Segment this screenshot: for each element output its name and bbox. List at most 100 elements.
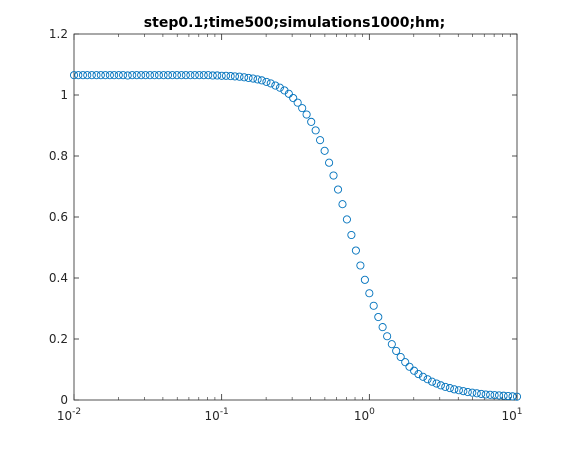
- data-point: [436, 381, 445, 390]
- axes: 00.20.40.60.811.210-2 10-1 100 101: [49, 27, 523, 423]
- data-point: [414, 370, 423, 379]
- data-point: [132, 71, 141, 80]
- data-point: [154, 71, 163, 80]
- data-point: [83, 71, 92, 80]
- x-tick-label: 100: [354, 407, 375, 423]
- data-point: [172, 71, 182, 80]
- data-point: [392, 346, 401, 355]
- data-point: [472, 389, 481, 398]
- data-point: [418, 372, 428, 381]
- plot-area: [74, 34, 517, 400]
- data-point: [289, 94, 298, 103]
- data-point: [298, 104, 307, 113]
- data-point: [504, 391, 513, 401]
- data-point: [74, 71, 83, 80]
- x-tick-label: 101: [501, 407, 522, 423]
- data-point: [374, 312, 383, 322]
- data-point: [217, 71, 226, 80]
- x-tick-base: 10: [501, 409, 516, 423]
- y-tick-label: 0.6: [49, 210, 68, 224]
- data-point: [445, 384, 454, 393]
- data-point: [293, 98, 302, 107]
- data-point: [190, 71, 199, 80]
- data-point: [240, 73, 249, 82]
- data-point: [114, 71, 123, 80]
- data-point: [490, 391, 499, 400]
- data-point: [271, 81, 280, 90]
- data-point: [275, 83, 284, 92]
- data-point: [486, 390, 495, 399]
- x-tick-exponent: 0: [369, 407, 375, 417]
- data-point: [248, 74, 258, 83]
- data-point: [101, 71, 110, 80]
- data-point: [266, 79, 275, 88]
- data-point: [495, 391, 504, 400]
- data-points: [69, 71, 522, 401]
- data-point: [195, 71, 204, 80]
- data-point: [360, 275, 369, 284]
- y-tick-label: 0.8: [49, 149, 68, 163]
- data-point: [145, 71, 155, 80]
- data-point: [454, 386, 463, 395]
- data-point: [78, 71, 88, 80]
- data-point: [396, 352, 405, 362]
- data-point: [230, 72, 239, 81]
- data-point: [96, 71, 105, 80]
- data-point: [307, 117, 316, 126]
- data-point: [463, 388, 472, 397]
- data-point: [320, 146, 329, 155]
- data-point: [347, 230, 356, 240]
- x-tick-exponent: -2: [72, 407, 81, 417]
- data-point: [226, 72, 235, 81]
- data-point: [159, 71, 168, 80]
- data-point: [311, 126, 320, 135]
- x-tick-base: 10: [205, 409, 220, 423]
- data-point: [512, 392, 522, 401]
- x-tick-label: 10-1: [205, 407, 229, 423]
- data-point: [450, 385, 459, 394]
- y-tick-label: 1: [60, 88, 68, 102]
- data-point: [423, 375, 432, 384]
- x-tick-exponent: -1: [220, 407, 229, 417]
- data-point: [181, 71, 190, 80]
- data-point: [105, 71, 114, 80]
- data-point: [186, 71, 195, 80]
- data-point: [338, 200, 347, 209]
- chart-title: step0.1;time500;simulations1000;hm;: [144, 15, 445, 31]
- data-point: [69, 71, 79, 80]
- data-point: [428, 377, 437, 386]
- data-point: [405, 362, 414, 371]
- data-point: [257, 76, 266, 85]
- data-point: [128, 71, 137, 80]
- data-point: [119, 71, 128, 80]
- data-point: [365, 289, 374, 298]
- data-point: [199, 71, 208, 80]
- data-point: [137, 71, 146, 80]
- x-tick-base: 10: [57, 409, 72, 423]
- data-point: [325, 158, 334, 167]
- data-point: [387, 340, 396, 349]
- data-point: [204, 71, 213, 80]
- data-point: [208, 71, 217, 80]
- data-point: [342, 215, 351, 224]
- data-point: [351, 246, 360, 255]
- data-point: [177, 71, 186, 80]
- data-point: [369, 301, 378, 310]
- x-tick-base: 10: [354, 409, 369, 423]
- data-point: [284, 89, 293, 98]
- data-point: [244, 73, 253, 82]
- data-point: [441, 382, 450, 391]
- data-point: [499, 391, 508, 400]
- data-point: [123, 71, 132, 80]
- data-point: [378, 323, 387, 332]
- data-point: [262, 77, 271, 86]
- data-point: [316, 136, 325, 145]
- data-point: [329, 171, 338, 180]
- data-point: [110, 71, 119, 80]
- data-point: [253, 75, 262, 84]
- y-tick-label: 0: [60, 393, 68, 407]
- data-point: [432, 379, 441, 388]
- data-point: [213, 71, 222, 80]
- data-point: [235, 72, 244, 81]
